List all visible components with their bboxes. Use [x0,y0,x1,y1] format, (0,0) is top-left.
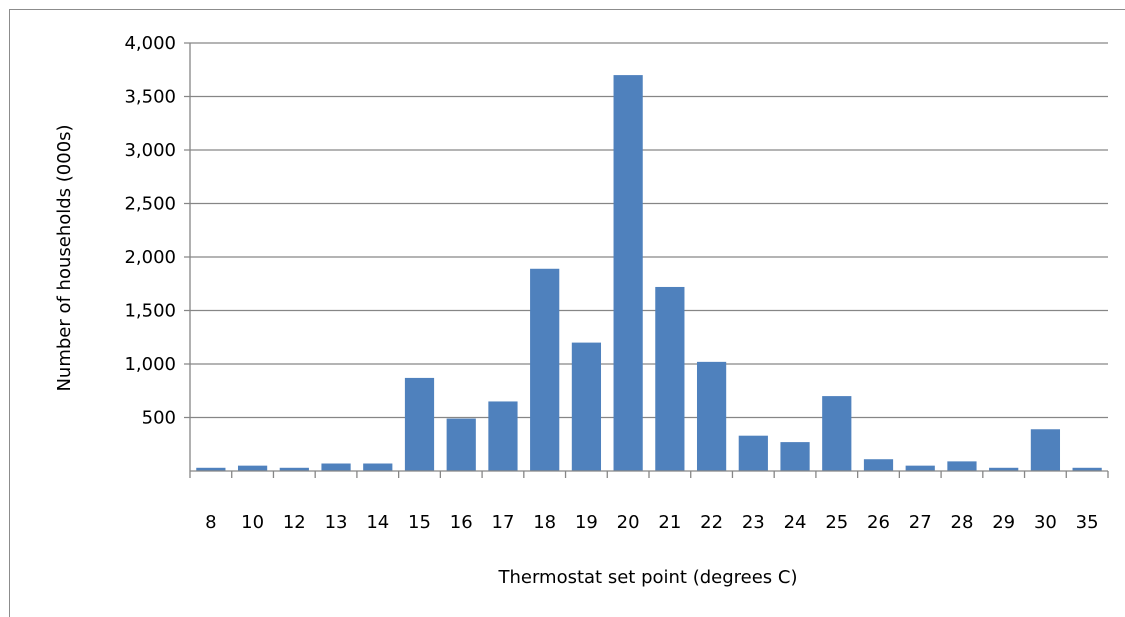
x-tick-label: 17 [492,512,515,533]
x-tick-label: 12 [283,512,306,533]
y-axis-title: Number of households (000s) [54,124,75,391]
x-tick-label: 10 [241,512,264,533]
y-tick-label: 1,500 [124,301,176,322]
x-tick-label: 22 [700,512,723,533]
chart-frame [9,9,1125,617]
y-tick-label: 4,000 [124,33,176,54]
x-tick-label: 19 [575,512,598,533]
x-tick-label: 24 [784,512,807,533]
y-tick-label: 3,000 [124,140,176,161]
bar [822,396,852,471]
bar [279,467,309,471]
x-tick-label: 28 [951,512,974,533]
x-tick-label: 8 [205,512,216,533]
bar [571,342,602,471]
axes [189,43,1109,478]
x-tick-label: 20 [617,512,640,533]
bar [404,377,435,471]
x-tick-label: 25 [825,512,848,533]
x-tick-label: 35 [1076,512,1099,533]
bar [196,467,226,471]
x-tick-labels: 8 10 12 13 14 15 16 17 18 19 20 21 22 23 24 25 26 27 28 29 3… [205,512,1098,533]
bar [613,75,643,471]
bar [488,401,518,471]
bar [738,435,768,471]
y-tick-label: 500 [142,408,176,429]
x-tick-label: 23 [742,512,765,533]
bar [863,459,894,471]
y-tick-label: 1,000 [124,354,176,375]
bar [780,442,810,471]
bar [237,465,268,471]
x-tick-label: 29 [992,512,1015,533]
x-tick-label: 14 [366,512,389,533]
x-tick-label: 26 [867,512,890,533]
bar [696,361,727,471]
y-tick-label: 2,000 [124,247,176,268]
y-tick-label: 2,500 [124,194,176,215]
x-tick-label: 13 [325,512,348,533]
bar [1030,429,1061,471]
bar [655,286,685,471]
bar [446,418,476,471]
bars [196,75,1102,471]
y-tick-labels: 500 1,000 1,500 2,000 2,500 3,000 3,500 4,000 [124,33,176,429]
bar [530,268,560,471]
bar [947,461,977,471]
gridlines [184,42,1108,419]
y-tick-label: 3,500 [124,87,176,108]
bar [989,467,1019,471]
x-tick-label: 30 [1034,512,1057,533]
x-tick-label: 18 [533,512,556,533]
x-tick-label: 16 [450,512,473,533]
x-tick-label: 27 [909,512,932,533]
x-tick-label: 21 [658,512,681,533]
bar [321,463,351,471]
bar [363,463,393,471]
bar [905,465,935,471]
x-axis-title: Thermostat set point (degrees C) [497,567,797,588]
x-tick-label: 15 [408,512,431,533]
bar [1072,467,1102,471]
